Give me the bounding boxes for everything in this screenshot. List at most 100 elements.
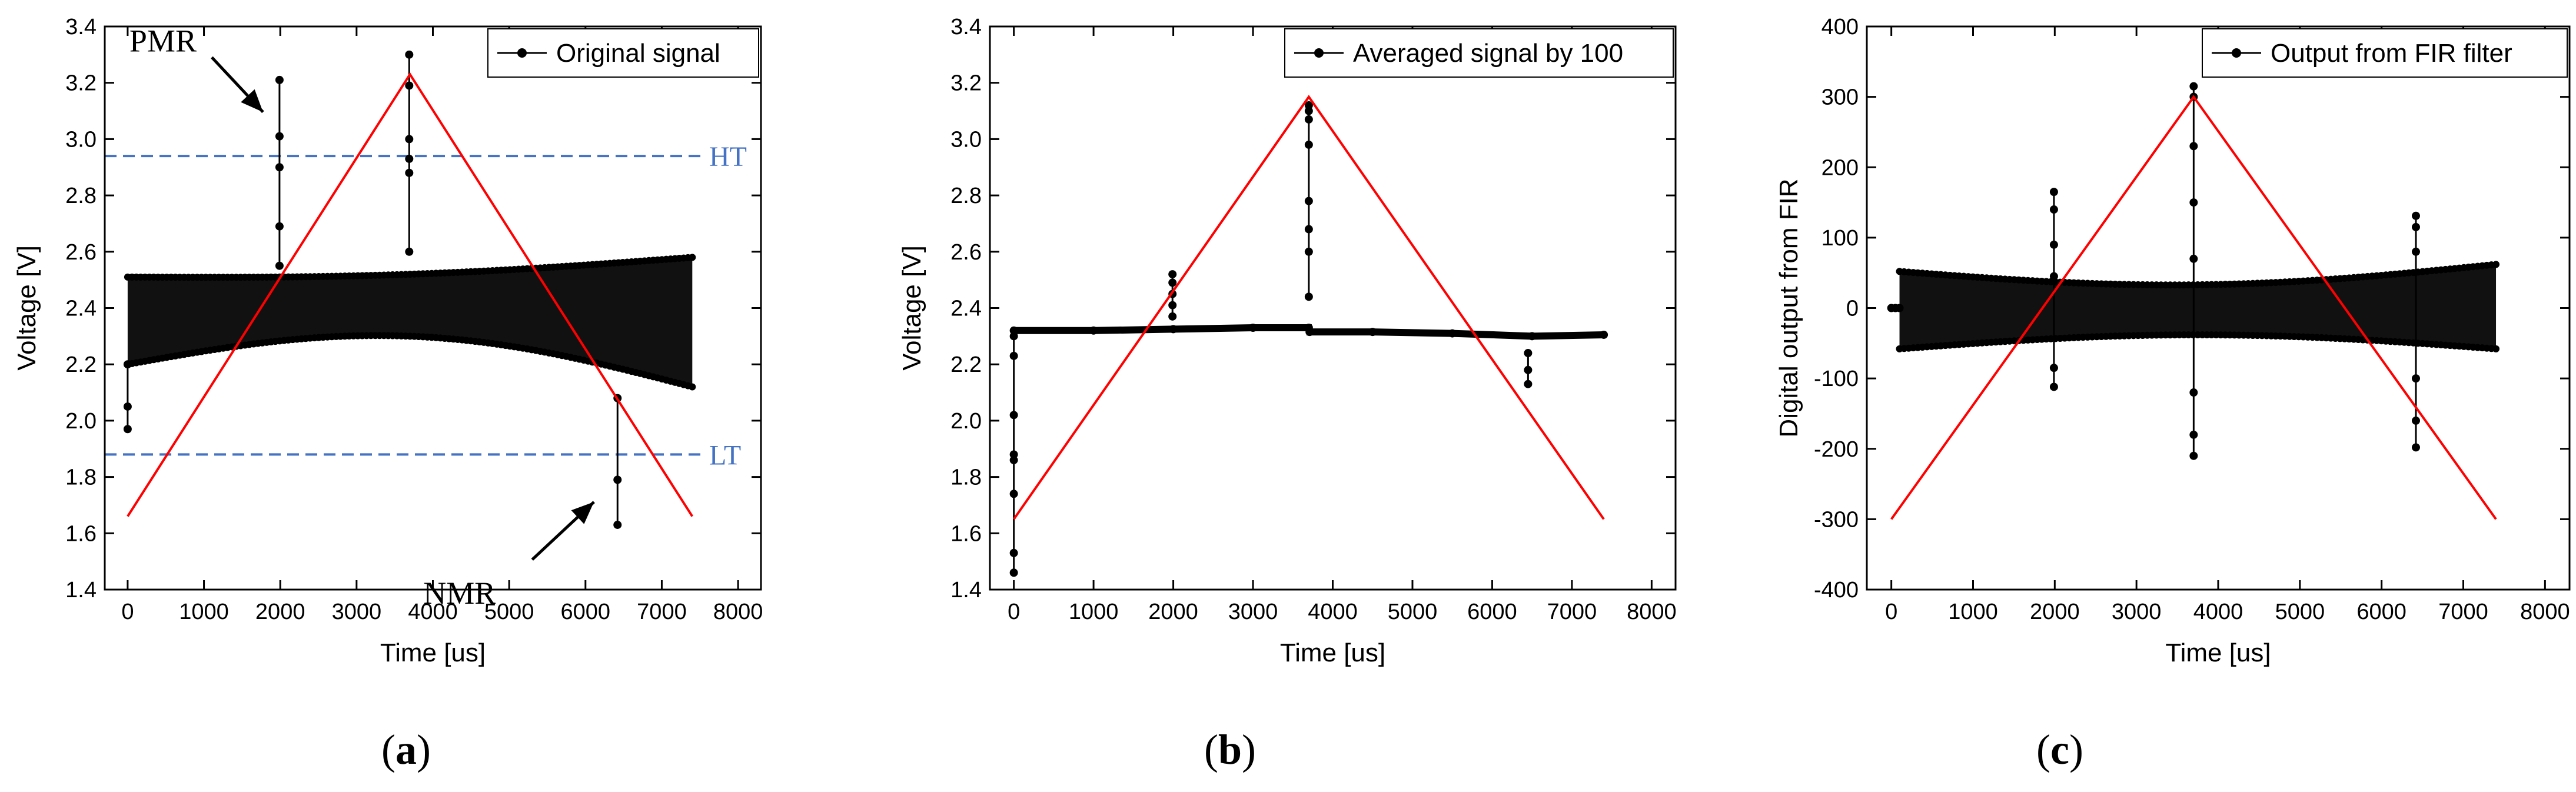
y-tick-label: 2.8: [950, 184, 982, 208]
y-tick-label: 300: [1822, 85, 1859, 110]
data-point: [1600, 330, 1608, 339]
data-point: [123, 360, 132, 369]
data-point: [1009, 455, 1018, 464]
data-point: [123, 402, 132, 411]
y-tick-label: -100: [1814, 367, 1859, 391]
x-tick-label: 5000: [2275, 600, 2325, 624]
annotation-nmr: NMR: [423, 501, 595, 611]
annotation-pmr: PMR: [129, 23, 264, 114]
x-tick-label: 1000: [1069, 600, 1119, 624]
x-tick-label: 8000: [2520, 600, 2570, 624]
x-tick-label: 3000: [2112, 600, 2162, 624]
y-axis-title: Digital output from FIR: [1774, 178, 1803, 437]
data-point: [1009, 332, 1018, 341]
data-point: [405, 50, 414, 59]
series-2000us-bump: [1168, 270, 1177, 321]
y-tick-label: 3.2: [950, 71, 982, 96]
data-point: [2189, 451, 2198, 460]
panel-label-open: (: [381, 726, 395, 773]
panel-label-open: (: [1204, 726, 1218, 773]
x-tick-label: 6000: [1467, 600, 1517, 624]
plot-area: [105, 50, 705, 529]
series-start-flat: [1887, 304, 1904, 312]
x-tick-label: 3000: [332, 600, 382, 624]
legend-label: Original signal: [556, 39, 720, 68]
data-point: [1009, 548, 1018, 557]
data-point: [2049, 205, 2058, 214]
annotation-arrow-head: [571, 502, 594, 524]
data-point: [1009, 450, 1018, 459]
data-point: [1304, 107, 1313, 115]
x-tick-label: 0: [121, 600, 134, 624]
y-tick-label: 1.8: [950, 465, 982, 490]
chart-panel-c: 0 1000 2000 3000 4000 5000 6000 7000 8000-400-30…: [1774, 15, 2571, 773]
data-point: [1169, 325, 1178, 334]
series-nmr-spike: [613, 394, 622, 529]
data-point: [2049, 382, 2058, 391]
data-point: [405, 247, 414, 256]
data-point: [1304, 225, 1313, 234]
data-point: [2189, 82, 2198, 91]
chart-panel-b: 0 1000 2000 3000 4000 5000 6000 7000 8000 1.4 1.6 1…: [898, 15, 1677, 773]
data-point: [405, 168, 414, 177]
data-point: [1009, 490, 1018, 498]
x-tick-label: 0: [1008, 600, 1020, 624]
y-axis-title: Voltage [V]: [12, 245, 41, 371]
y-tick-label: -200: [1814, 437, 1859, 462]
series-peak-spike: [2189, 82, 2198, 460]
data-point: [1009, 568, 1018, 577]
panel-label-close: ): [417, 726, 431, 773]
panel-label-letter: b: [1218, 726, 1242, 773]
series-peak-spike: [405, 50, 414, 256]
data-point: [1304, 197, 1313, 205]
data-point: [1089, 326, 1098, 335]
legend: Averaged signal by 100: [1284, 28, 1674, 78]
series-averaged-signal-by-100: [1009, 323, 1608, 341]
data-point: [2189, 254, 2198, 263]
y-tick-label: 1.6: [65, 521, 97, 546]
data-point: [2492, 261, 2500, 268]
y-tick-label: 100: [1822, 226, 1859, 251]
data-point: [1368, 328, 1377, 337]
panel-label-close: ): [1242, 726, 1256, 773]
x-tick-label: 1000: [1948, 600, 1998, 624]
x-tick-label: 7000: [2438, 600, 2488, 624]
x-axis-title: Time [us]: [380, 638, 486, 667]
data-point: [123, 425, 132, 434]
data-point: [1009, 326, 1018, 335]
x-tick-label: 1000: [179, 600, 229, 624]
data-point: [1304, 292, 1313, 301]
data-point: [405, 81, 414, 90]
y-tick-label: 1.6: [950, 521, 982, 546]
x-tick-label: 4000: [1308, 600, 1358, 624]
data-point: [613, 520, 622, 529]
data-point: [1168, 278, 1177, 287]
y-tick-label: 200: [1822, 155, 1859, 180]
data-point: [275, 261, 284, 270]
data-point: [2411, 247, 2420, 256]
data-point: [405, 154, 414, 163]
data-point: [275, 75, 284, 84]
panel-label: (b): [1204, 726, 1256, 773]
series-triangle-reference: [1890, 95, 2497, 520]
panel-label: (a): [381, 726, 431, 773]
y-tick-label: 2.6: [950, 240, 982, 265]
x-tick-label: 8000: [1627, 600, 1677, 624]
x-tick-label: 2000: [255, 600, 305, 624]
y-tick-label: 2.0: [950, 409, 982, 434]
x-tick-label: 5000: [484, 600, 534, 624]
y-tick-label: 1.8: [65, 465, 97, 490]
series-original-signal: [124, 254, 696, 391]
x-axis-title: Time [us]: [1280, 638, 1385, 667]
data-point: [2411, 443, 2420, 452]
series-triangle-reference: [127, 72, 693, 517]
y-tick-label: 2.8: [65, 184, 97, 208]
y-tick-label: 2.2: [65, 352, 97, 377]
y-tick-label: 3.0: [950, 127, 982, 152]
y-tick-label: 1.4: [65, 578, 97, 603]
panel-label-letter: c: [2050, 726, 2069, 773]
y-tick-label: 2.4: [65, 297, 97, 321]
series-pmr-spike: [275, 75, 284, 270]
data-point: [2189, 142, 2198, 151]
series-original-signal-envelope: [127, 257, 693, 387]
